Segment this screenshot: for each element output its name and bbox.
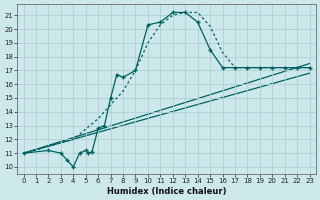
- X-axis label: Humidex (Indice chaleur): Humidex (Indice chaleur): [107, 187, 226, 196]
